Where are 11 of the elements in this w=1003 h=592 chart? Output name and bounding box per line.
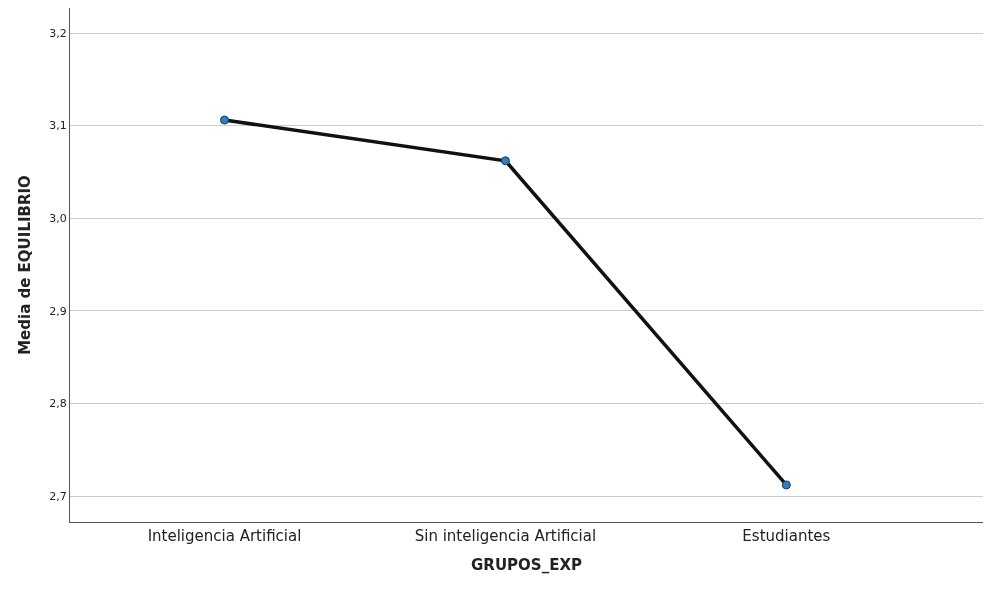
y-tick-label: 3,0	[49, 212, 67, 226]
x-tick-label: Sin inteligencia Artificial	[414, 527, 597, 545]
y-tick-label: 2,9	[49, 304, 67, 318]
y-tick-label: 3,2	[49, 26, 67, 40]
y-axis-title: Media de EQUILIBRIO	[15, 175, 34, 355]
x-tick-label: Estudiantes	[742, 527, 831, 545]
y-tick-label: 3,1	[49, 119, 67, 133]
y-tick-label: 2,8	[49, 397, 67, 411]
x-axis-title: GRUPOS_EXP	[471, 556, 582, 574]
x-tick-label: Inteligencia Artificial	[147, 527, 302, 545]
y-tick-label: 2,7	[49, 489, 67, 503]
